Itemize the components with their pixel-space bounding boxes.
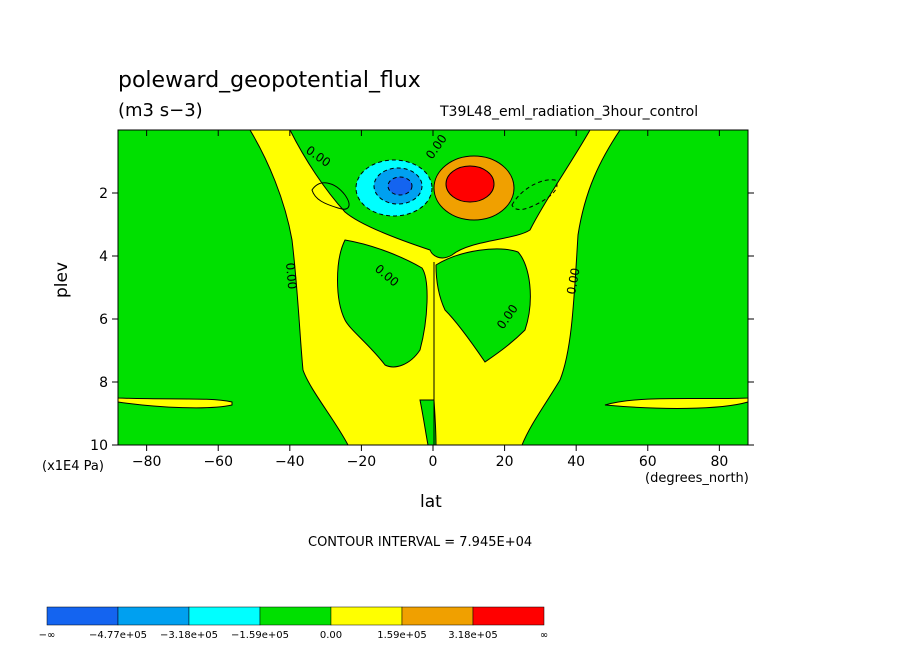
contour-label: 0.00 xyxy=(564,267,582,296)
chart-title: poleward_geopotential_flux xyxy=(118,68,421,93)
field-green-midlevel-left xyxy=(337,239,428,368)
x-tick-label: −80 xyxy=(132,454,162,470)
y-tick-label: 4 xyxy=(99,249,108,265)
field-red-core xyxy=(445,165,495,203)
dataset-label: T39L48_eml_radiation_3hour_control xyxy=(440,104,699,120)
y-tick-label: 2 xyxy=(99,186,108,202)
colorbar-label: ∞ xyxy=(540,630,548,641)
x-axis-ticks: −80 −60 −40 −20 0 20 40 60 80 xyxy=(132,130,728,470)
colorbar-swatch xyxy=(46,606,119,626)
colorbar-swatch xyxy=(259,606,332,626)
colorbar-label: 0.00 xyxy=(320,630,342,641)
colorbar-swatch xyxy=(401,606,474,626)
colorbar-label: 1.59e+05 xyxy=(377,630,427,641)
x-axis-units: (degrees_north) xyxy=(645,471,749,486)
contour-loop-right xyxy=(511,179,558,210)
x-tick-label: 40 xyxy=(567,454,585,470)
colorbar-swatch xyxy=(117,606,190,626)
y-tick-label: 10 xyxy=(90,438,108,454)
y-tick-label: 8 xyxy=(99,375,108,391)
x-tick-label: −60 xyxy=(203,454,233,470)
colorbar-label: −1.59e+05 xyxy=(231,630,289,641)
chart-units: (m3 s−3) xyxy=(118,100,203,121)
colorbar-swatch xyxy=(188,606,261,626)
colorbar: −∞ −4.77e+05 −3.18e+05 −1.59e+05 0.00 1.59e+0… xyxy=(39,606,548,641)
field-blue-core xyxy=(387,176,413,196)
x-tick-label: 60 xyxy=(639,454,657,470)
y-axis-units: (x1E4 Pa) xyxy=(42,459,104,474)
field-green-northern-region xyxy=(521,129,749,446)
colorbar-label: −4.77e+05 xyxy=(89,630,147,641)
contour-loop-left xyxy=(311,182,350,210)
x-tick-label: 80 xyxy=(710,454,728,470)
x-axis-label: lat xyxy=(420,492,442,512)
plot-area xyxy=(117,129,749,446)
y-axis-ticks: 2 4 6 8 10 xyxy=(90,186,754,454)
colorbar-label: −3.18e+05 xyxy=(160,630,218,641)
field-green-southern-region xyxy=(117,129,349,446)
x-tick-label: 0 xyxy=(429,454,438,470)
colorbar-label: −∞ xyxy=(39,630,56,641)
field-green-midlevel-right xyxy=(435,248,531,363)
contour-label: 0.00 xyxy=(283,262,299,290)
colorbar-swatch xyxy=(472,606,545,626)
colorbar-swatch xyxy=(330,606,403,626)
y-tick-label: 6 xyxy=(99,312,108,328)
x-tick-label: −40 xyxy=(275,454,305,470)
x-tick-label: 20 xyxy=(496,454,514,470)
contour-interval-label: CONTOUR INTERVAL = 7.945E+04 xyxy=(308,535,533,550)
colorbar-label: 3.18e+05 xyxy=(448,630,498,641)
x-tick-label: −20 xyxy=(347,454,377,470)
